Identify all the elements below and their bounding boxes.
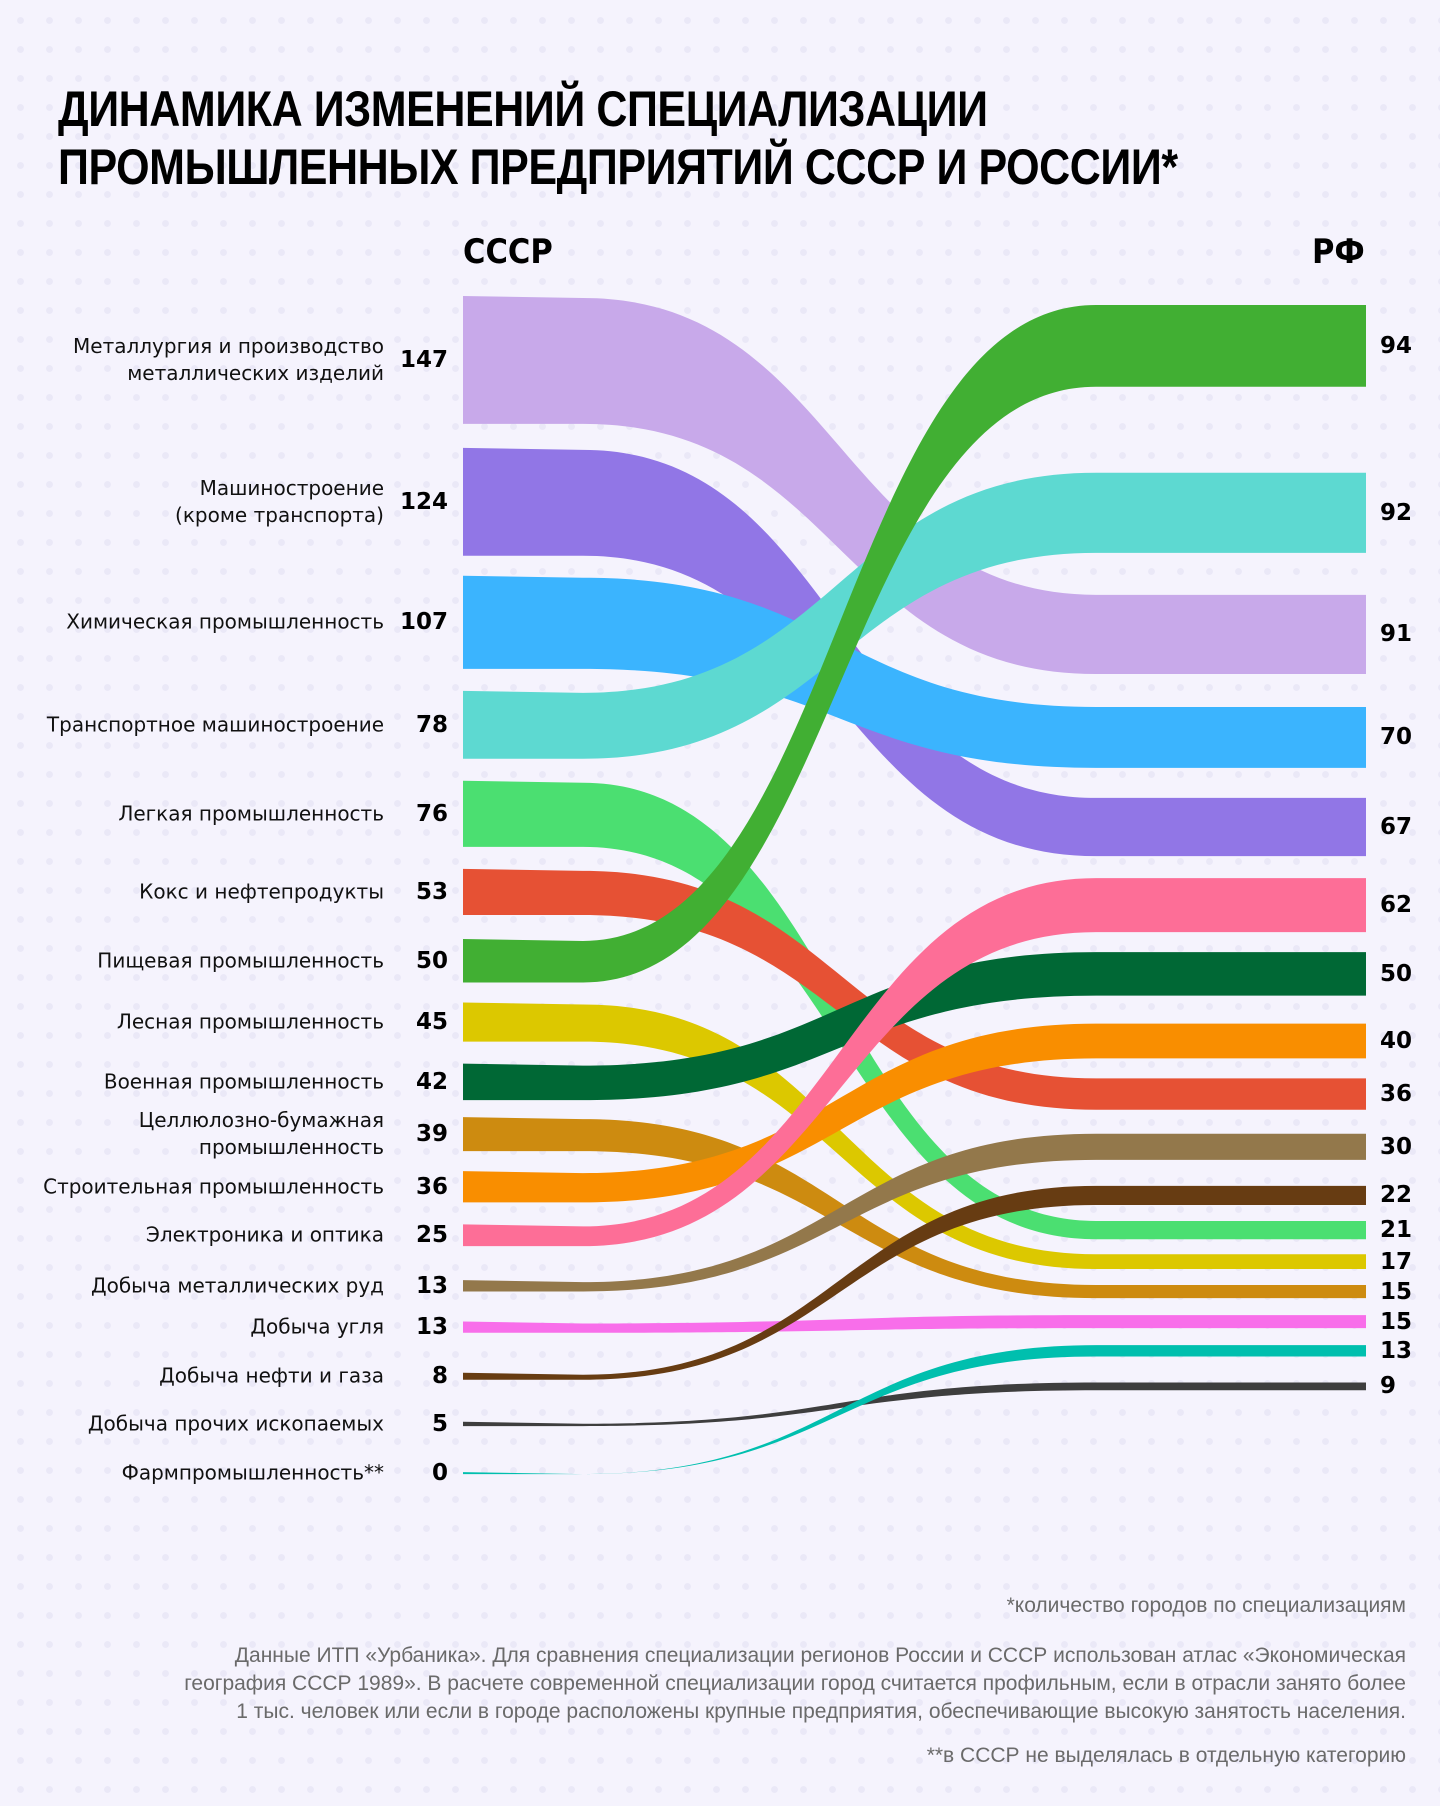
column-header-rf: РФ (1312, 232, 1365, 272)
footnote-count: *количество городов по специализациям (1006, 1594, 1406, 1617)
chart-title: ДИНАМИКА ИЗМЕНЕНИЙ СПЕЦИАЛИЗАЦИИ ПРОМЫШЛ… (58, 80, 1178, 196)
band-4 (463, 780, 1366, 1240)
value-label-rf: 40 (1380, 1028, 1413, 1055)
value-label-rf: 21 (1380, 1217, 1413, 1244)
value-label-ussr: 42 (415, 1068, 448, 1095)
value-label-ussr: 124 (399, 488, 448, 515)
category-label: Лесная промышленность (116, 1009, 384, 1034)
category-label: Добыча металлических руд (90, 1273, 384, 1298)
band-13 (463, 1315, 1366, 1333)
band-1 (463, 447, 1366, 857)
value-label-ussr: 13 (415, 1272, 448, 1299)
band-16 (463, 1345, 1366, 1475)
value-label-rf: 9 (1380, 1373, 1397, 1400)
category-label: Легкая промышленность (118, 801, 384, 826)
value-label-rf: 91 (1380, 621, 1413, 648)
category-label: Кокс и нефтепродукты (139, 879, 384, 904)
value-label-ussr: 25 (415, 1222, 448, 1249)
value-label-ussr: 107 (399, 609, 448, 636)
band-8 (463, 952, 1366, 1101)
band-15 (463, 1382, 1366, 1427)
value-label-ussr: 39 (415, 1121, 448, 1148)
band-3 (463, 472, 1366, 759)
value-label-ussr: 50 (415, 947, 448, 974)
category-label: Добыча прочих ископаемых (87, 1411, 384, 1436)
value-label-rf: 17 (1380, 1248, 1413, 1275)
category-label: Фармпромышленность** (121, 1460, 384, 1485)
band-0 (463, 296, 1366, 674)
value-label-rf: 36 (1380, 1081, 1413, 1108)
value-label-ussr: 45 (415, 1009, 448, 1036)
category-label: Целлюлозно-бумажная промышленность (138, 1108, 384, 1160)
value-label-rf: 15 (1380, 1278, 1413, 1305)
category-label: Машиностроение (кроме транспорта) (175, 475, 384, 527)
footnote-pharma: **в СССР не выделялась в отдельную катег… (926, 1744, 1406, 1767)
value-label-rf: 92 (1380, 499, 1413, 526)
band-9 (463, 1117, 1366, 1299)
value-label-ussr: 147 (399, 346, 448, 373)
category-label: Военная промышленность (103, 1069, 384, 1094)
category-label: Строительная промышленность (43, 1174, 384, 1199)
band-10 (463, 1023, 1366, 1203)
band-2 (463, 575, 1366, 768)
category-label: Металлургия и производство металлических… (73, 333, 384, 385)
value-label-rf: 62 (1380, 892, 1413, 919)
category-label: Электроника и оптика (145, 1222, 384, 1247)
band-12 (463, 1133, 1366, 1292)
value-label-rf: 70 (1380, 724, 1413, 751)
value-label-ussr: 5 (431, 1410, 448, 1437)
title-line-2: ПРОМЫШЛЕННЫХ ПРЕДПРИЯТИЙ СССР И РОССИИ* (58, 139, 1178, 195)
category-label: Химическая промышленность (66, 609, 384, 634)
value-label-rf: 94 (1380, 332, 1413, 359)
category-label: Добыча угля (250, 1314, 384, 1339)
value-label-rf: 22 (1380, 1182, 1413, 1209)
value-label-ussr: 53 (415, 878, 448, 905)
value-label-ussr: 0 (431, 1460, 448, 1487)
category-label: Добыча нефти и газа (159, 1363, 384, 1388)
value-label-ussr: 78 (415, 711, 448, 738)
value-label-ussr: 76 (415, 800, 448, 827)
category-label: Транспортное машиностроение (46, 712, 384, 737)
value-label-rf: 30 (1380, 1133, 1413, 1160)
value-label-ussr: 8 (431, 1363, 448, 1390)
value-label-rf: 67 (1380, 814, 1413, 841)
column-header-ussr: СССР (463, 232, 553, 272)
band-7 (463, 1002, 1366, 1270)
band-11 (463, 878, 1366, 1247)
band-6 (463, 305, 1366, 983)
value-label-rf: 13 (1380, 1337, 1413, 1364)
value-label-ussr: 13 (415, 1314, 448, 1341)
value-label-ussr: 36 (415, 1173, 448, 1200)
title-line-1: ДИНАМИКА ИЗМЕНЕНИЙ СПЕЦИАЛИЗАЦИИ (58, 81, 988, 137)
value-label-rf: 50 (1380, 960, 1413, 987)
footnote-source: Данные ИТП «Урбаника». Для сравнения спе… (184, 1644, 1406, 1723)
value-label-rf: 15 (1380, 1308, 1413, 1335)
category-label: Пищевая промышленность (97, 948, 384, 973)
